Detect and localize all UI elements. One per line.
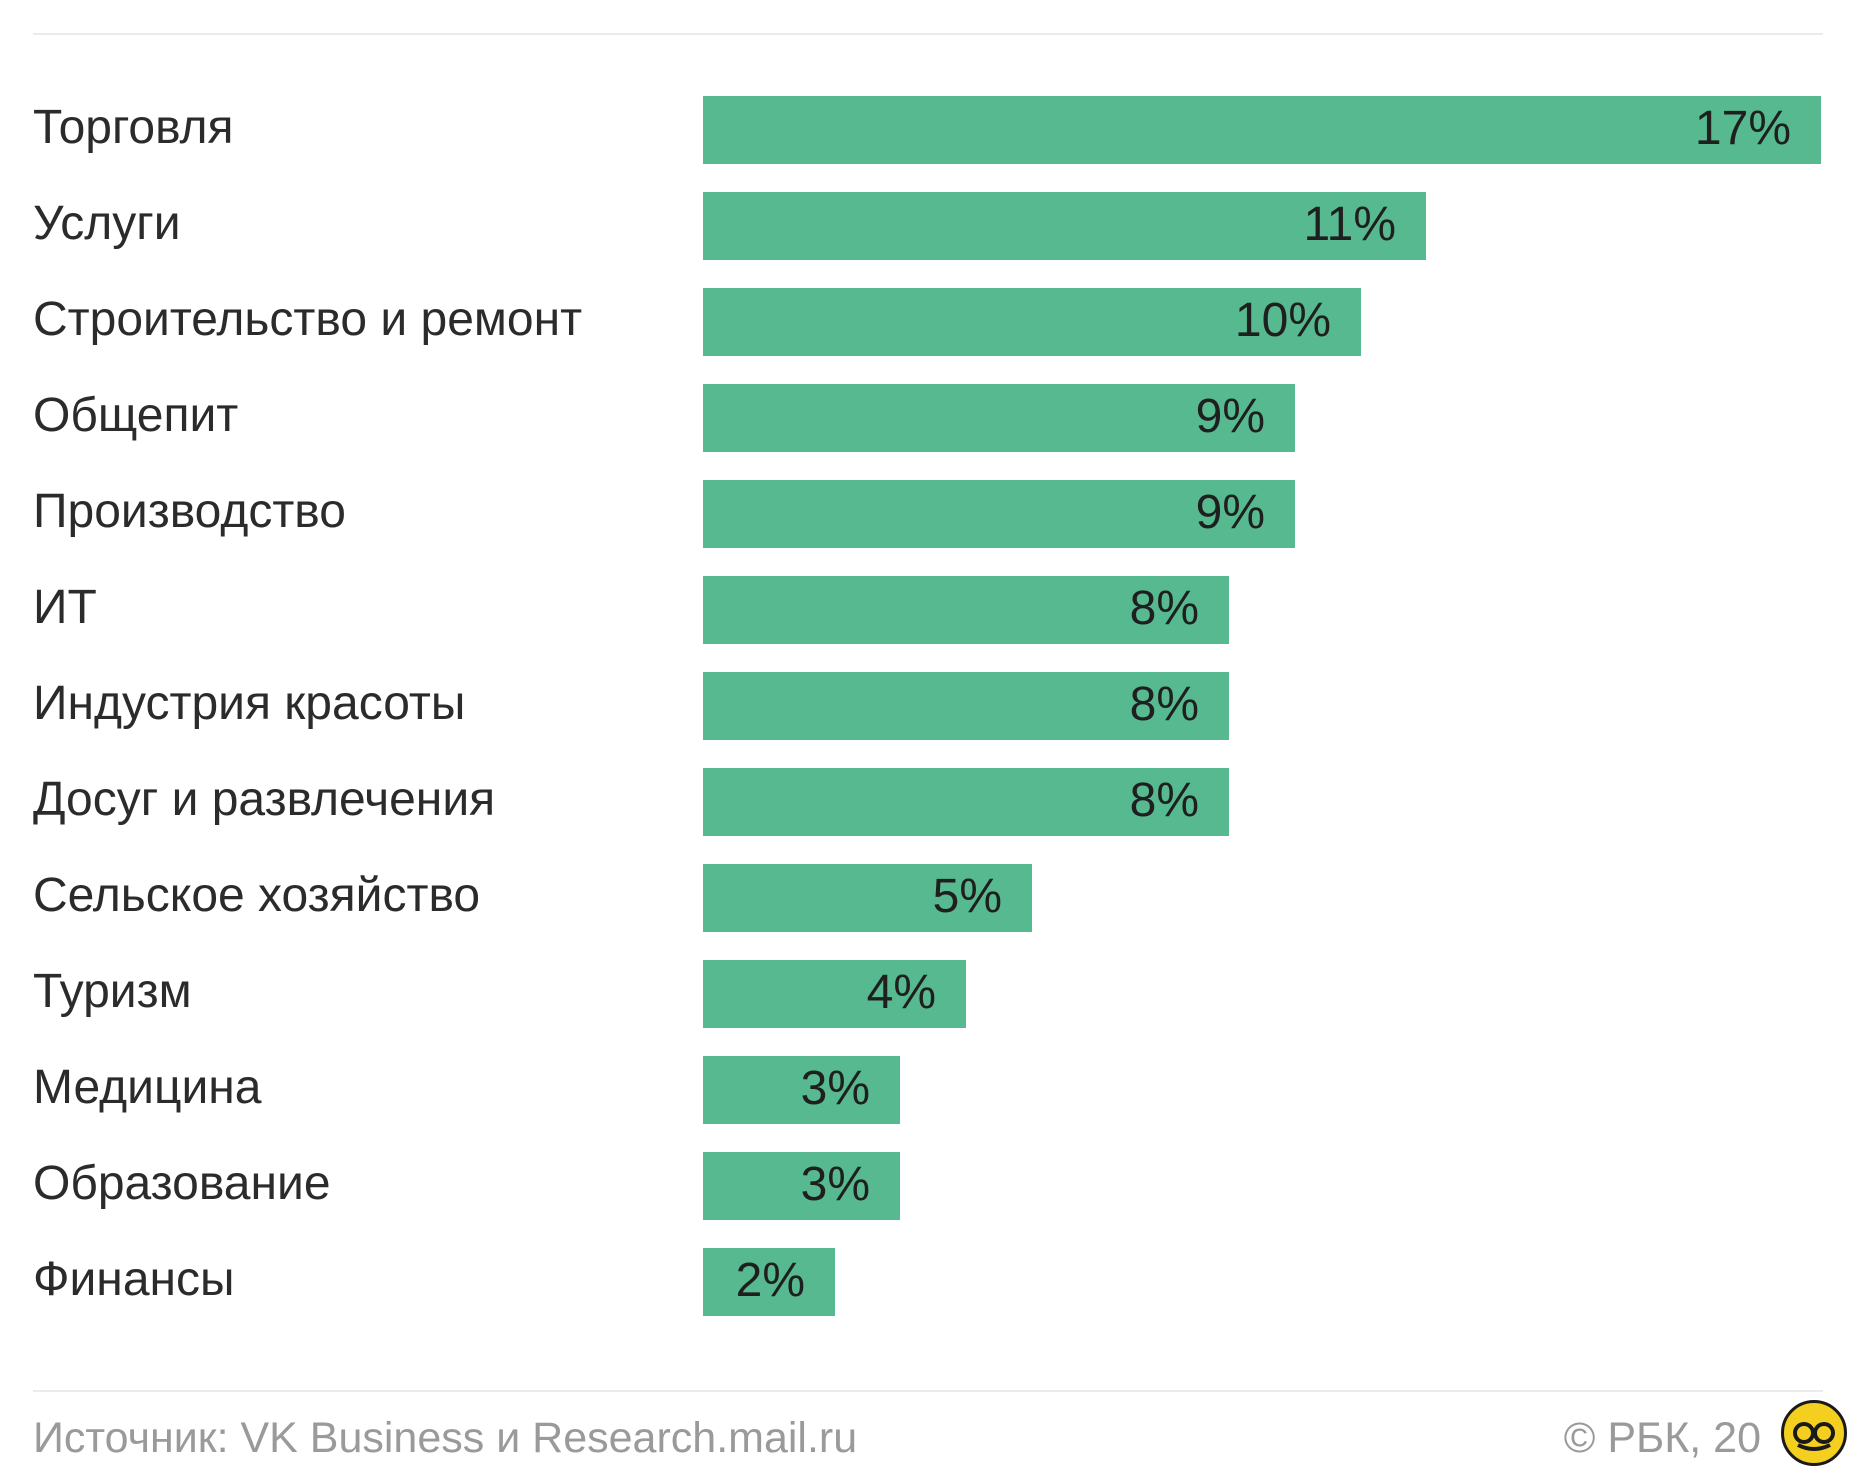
bar-value-label: 4% [866,966,936,1019]
bar-value-label: 5% [932,870,1002,923]
category-label: Сельское хозяйство [33,869,481,922]
category-label: Финансы [33,1253,235,1306]
category-label: Туризм [33,965,192,1018]
category-label: ИТ [33,581,97,634]
bar [703,192,1426,260]
bar [703,768,1229,836]
bar-value-label: 2% [735,1254,805,1307]
bar-value-label: 11% [1303,198,1396,251]
category-label: Производство [33,485,346,538]
category-label: Общепит [33,389,239,442]
bar [703,960,966,1028]
bar [703,480,1295,548]
bar [703,1152,900,1220]
bottom-divider [33,1390,1823,1392]
logo-badge-icon [1781,1400,1847,1466]
copyright-text: © РБК, 20 [1563,1414,1761,1462]
bar [703,864,1032,932]
bar-value-label: 3% [800,1062,870,1115]
bar [703,384,1295,452]
category-label: Услуги [33,197,181,250]
bar [703,1056,900,1124]
category-label: Образование [33,1157,331,1210]
bar-value-label: 10% [1234,294,1331,347]
bar [703,96,1821,164]
bar-value-label: 8% [1129,774,1199,827]
bar [703,288,1361,356]
category-label: Индустрия красоты [33,677,466,730]
category-label: Строительство и ремонт [33,293,583,346]
bar-value-label: 3% [800,1158,870,1211]
category-label: Досуг и развлечения [33,773,496,826]
top-divider [33,33,1823,35]
category-label: Торговля [33,101,234,154]
bar [703,1248,835,1316]
bar-value-label: 17% [1694,102,1791,155]
bar-value-label: 9% [1195,486,1265,539]
bar-value-label: 8% [1129,678,1199,731]
bar-value-label: 8% [1129,582,1199,635]
bar-value-label: 9% [1195,390,1265,443]
category-label: Медицина [33,1061,262,1114]
bar [703,672,1229,740]
bar [703,576,1229,644]
source-text: Источник: VK Business и Research.mail.ru [33,1414,858,1462]
